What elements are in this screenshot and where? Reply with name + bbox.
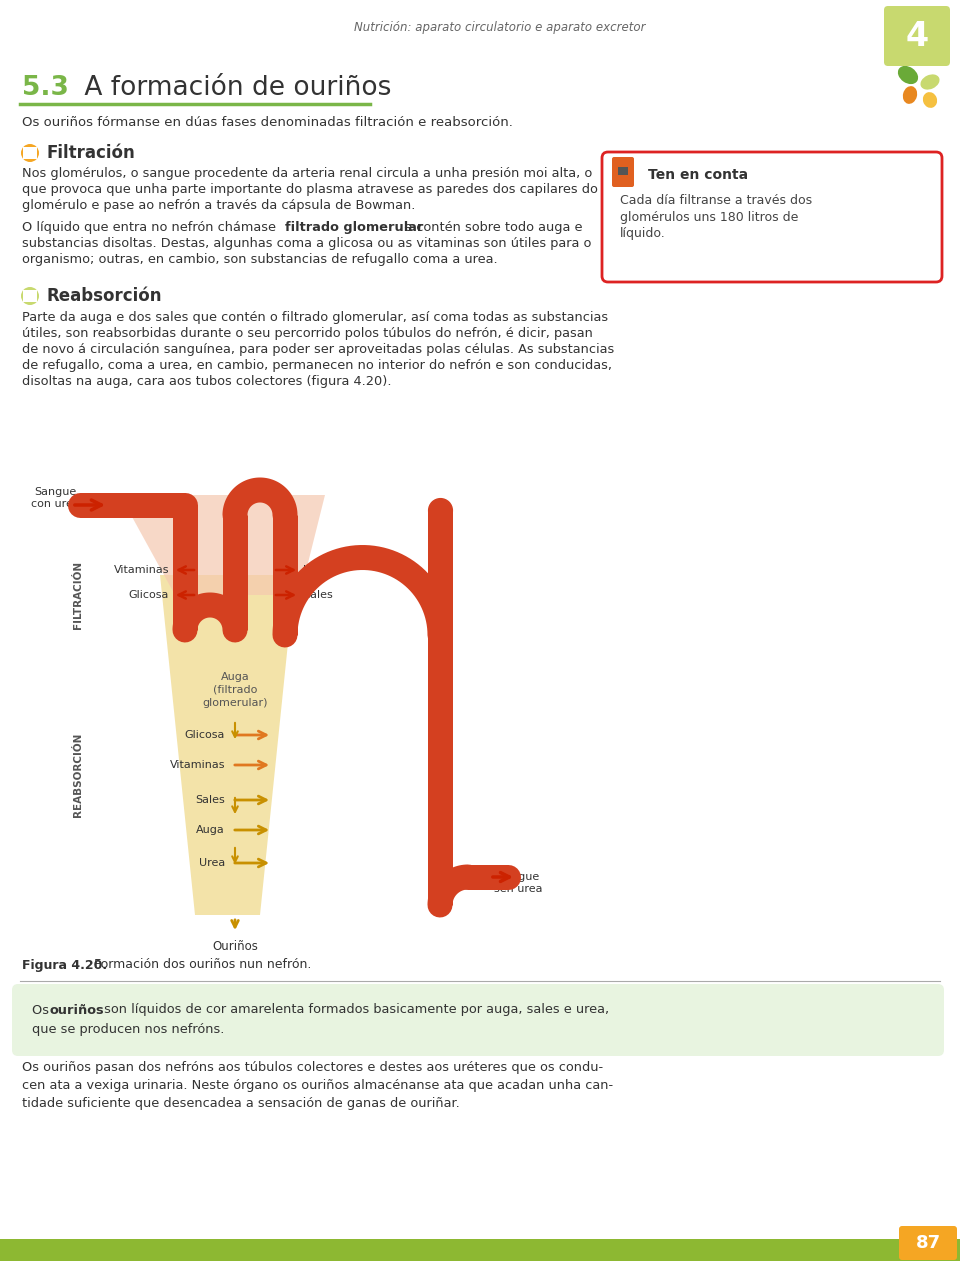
Text: son líquidos de cor amarelenta formados basicamente por auga, sales e urea,: son líquidos de cor amarelenta formados …	[100, 1004, 610, 1016]
FancyBboxPatch shape	[612, 158, 634, 187]
Text: A formación de ouriños: A formación de ouriños	[76, 74, 392, 101]
Text: que se producen nos nefróns.: que se producen nos nefróns.	[32, 1024, 225, 1037]
Text: útiles, son reabsorbidas durante o seu percorrido polos túbulos do nefrón, é dic: útiles, son reabsorbidas durante o seu p…	[22, 328, 593, 340]
Text: glomérulo e pase ao nefrón a través da cápsula de Bowman.: glomérulo e pase ao nefrón a través da c…	[22, 199, 416, 213]
Text: Nos glomérulos, o sangue procedente da arteria renal circula a unha presión moi : Nos glomérulos, o sangue procedente da a…	[22, 168, 592, 180]
Polygon shape	[120, 496, 325, 595]
Ellipse shape	[898, 66, 918, 84]
Text: Formación dos ouriños nun nefrón.: Formación dos ouriños nun nefrón.	[90, 958, 311, 971]
Text: Auga: Auga	[196, 825, 225, 835]
Text: Sales: Sales	[303, 590, 333, 600]
Bar	[618, 166, 628, 175]
Text: substancias disoltas. Destas, algunhas coma a glicosa ou as vitaminas son útiles: substancias disoltas. Destas, algunhas c…	[22, 237, 591, 251]
Text: disoltas na auga, cara aos tubos colectores (figura 4.20).: disoltas na auga, cara aos tubos colecto…	[22, 376, 392, 388]
Text: glomérulos uns 180 litros de: glomérulos uns 180 litros de	[620, 211, 799, 223]
Text: FILTRACIÓN: FILTRACIÓN	[73, 561, 83, 629]
Text: cen ata a vexiga urinaria. Neste órgano os ouriños almacénanse ata que acadan un: cen ata a vexiga urinaria. Neste órgano …	[22, 1079, 613, 1092]
Bar	[0, 1240, 960, 1261]
Text: tidade suficiente que desencadea a sensación de ganas de ouriñar.: tidade suficiente que desencadea a sensa…	[22, 1097, 460, 1111]
Ellipse shape	[921, 74, 940, 90]
Text: REABSORCIÓN: REABSORCIÓN	[73, 733, 83, 817]
FancyBboxPatch shape	[23, 290, 37, 301]
Text: 87: 87	[916, 1235, 941, 1252]
Text: que provoca que unha parte importante do plasma atravese as paredes dos capilare: que provoca que unha parte importante do…	[22, 184, 598, 197]
Ellipse shape	[923, 92, 937, 108]
Text: O líquido que entra no nefrón chámase: O líquido que entra no nefrón chámase	[22, 222, 280, 235]
Text: Glicosa: Glicosa	[129, 590, 169, 600]
Text: Os: Os	[32, 1004, 53, 1016]
Text: Urea: Urea	[199, 857, 225, 868]
FancyBboxPatch shape	[884, 6, 950, 66]
Text: 4: 4	[905, 19, 928, 53]
Text: Os ouriños pasan dos nefróns aos túbulos colectores e destes aos uréteres que os: Os ouriños pasan dos nefróns aos túbulos…	[22, 1062, 603, 1074]
Text: Filtración: Filtración	[47, 144, 135, 161]
Text: Nutrición: aparato circulatorio e aparato excretor: Nutrición: aparato circulatorio e aparat…	[354, 21, 646, 34]
Text: Os ouriños fórmanse en dúas fases denominadas filtración e reabsorción.: Os ouriños fórmanse en dúas fases denomi…	[22, 116, 513, 129]
Text: Ten en conta: Ten en conta	[648, 168, 748, 182]
Text: líquido.: líquido.	[620, 227, 665, 241]
Text: Figura 4.20.: Figura 4.20.	[22, 958, 108, 971]
Text: de novo á circulación sanguínea, para poder ser aproveitadas polas células. As s: de novo á circulación sanguínea, para po…	[22, 343, 614, 357]
Text: Urea: Urea	[303, 565, 329, 575]
FancyBboxPatch shape	[12, 984, 944, 1055]
Text: Sangue
sen urea: Sangue sen urea	[493, 873, 542, 894]
Text: 5.3: 5.3	[22, 74, 69, 101]
Text: e contén sobre todo auga e: e contén sobre todo auga e	[400, 222, 583, 235]
Text: de refugallo, coma a urea, en cambio, permanecen no interior do nefrón e son con: de refugallo, coma a urea, en cambio, pe…	[22, 359, 612, 372]
Text: Reabsorción: Reabsorción	[47, 288, 162, 305]
Text: Cada día filtranse a través dos: Cada día filtranse a través dos	[620, 193, 812, 207]
Text: Vitaminas: Vitaminas	[170, 760, 225, 770]
FancyBboxPatch shape	[602, 153, 942, 282]
Text: Parte da auga e dos sales que contén o filtrado glomerular, así coma todas as su: Parte da auga e dos sales que contén o f…	[22, 311, 608, 324]
Text: Vitaminas: Vitaminas	[113, 565, 169, 575]
Text: Sales: Sales	[195, 794, 225, 805]
Text: Ouriños: Ouriños	[212, 939, 258, 953]
Polygon shape	[160, 575, 295, 915]
FancyBboxPatch shape	[23, 148, 37, 159]
Circle shape	[21, 288, 39, 305]
Ellipse shape	[902, 86, 917, 103]
FancyBboxPatch shape	[899, 1226, 957, 1260]
Text: Auga
(filtrado
glomerular): Auga (filtrado glomerular)	[203, 672, 268, 709]
Text: Sangue
con urea: Sangue con urea	[31, 487, 80, 508]
Text: filtrado glomerular: filtrado glomerular	[285, 222, 423, 235]
Text: organismo; outras, en cambio, son substancias de refugallo coma a urea.: organismo; outras, en cambio, son substa…	[22, 253, 497, 266]
Circle shape	[21, 144, 39, 161]
Text: Glicosa: Glicosa	[184, 730, 225, 740]
Text: ouriños: ouriños	[50, 1004, 105, 1016]
